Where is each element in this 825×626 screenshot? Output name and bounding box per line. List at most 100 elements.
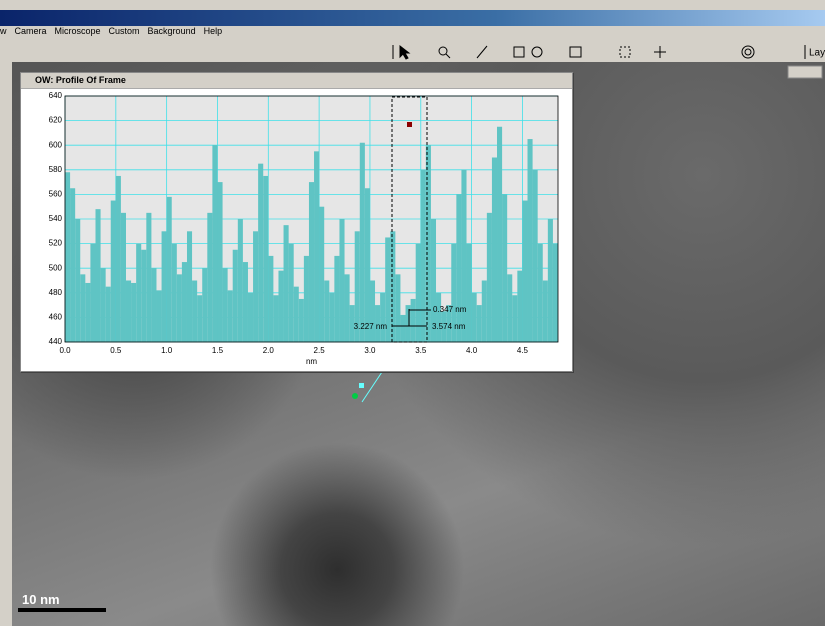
bar bbox=[85, 283, 90, 342]
bar bbox=[522, 201, 527, 342]
y-tick-label: 560 bbox=[49, 190, 63, 199]
menu-item[interactable]: w bbox=[0, 26, 7, 36]
bar bbox=[365, 188, 370, 342]
menu-item[interactable]: Help bbox=[204, 26, 223, 36]
bar bbox=[477, 305, 482, 342]
bar bbox=[258, 164, 263, 342]
bar bbox=[223, 268, 228, 342]
bar bbox=[101, 268, 106, 342]
bar bbox=[360, 143, 365, 342]
bar bbox=[238, 219, 243, 342]
bar bbox=[167, 197, 172, 342]
bar bbox=[106, 287, 111, 342]
x-tick-label: 2.5 bbox=[314, 346, 326, 355]
bar bbox=[192, 281, 197, 343]
bar bbox=[482, 281, 487, 343]
bar bbox=[512, 295, 517, 342]
y-tick-label: 540 bbox=[49, 214, 63, 223]
bar bbox=[172, 244, 177, 342]
bar bbox=[324, 281, 329, 343]
window-title: OW: Profile Of Frame bbox=[21, 73, 572, 89]
bar bbox=[492, 158, 497, 343]
menu-item[interactable]: Background bbox=[148, 26, 196, 36]
bar bbox=[273, 295, 278, 342]
bar bbox=[294, 287, 299, 342]
x-tick-label: 3.0 bbox=[364, 346, 376, 355]
toolbar-icons: Layo bbox=[0, 42, 825, 62]
bar bbox=[553, 244, 558, 342]
bar bbox=[436, 293, 441, 342]
bar bbox=[319, 207, 324, 342]
scale-bar bbox=[18, 608, 106, 612]
bar bbox=[472, 293, 477, 342]
bar bbox=[461, 170, 466, 342]
bar bbox=[284, 225, 289, 342]
menu-bar: w Camera Microscope Custom Background Help bbox=[0, 26, 825, 42]
bar bbox=[263, 176, 268, 342]
bar bbox=[177, 274, 182, 342]
bar bbox=[400, 315, 405, 342]
bar bbox=[212, 145, 217, 342]
bar bbox=[507, 274, 512, 342]
bar bbox=[233, 250, 238, 342]
annotation: 3.574 nm bbox=[432, 322, 466, 331]
bar bbox=[253, 231, 258, 342]
bar bbox=[380, 293, 385, 342]
menu-item[interactable]: Custom bbox=[109, 26, 140, 36]
y-tick-label: 500 bbox=[49, 263, 63, 272]
y-tick-label: 460 bbox=[49, 313, 63, 322]
bar bbox=[90, 244, 95, 342]
bar bbox=[456, 194, 461, 342]
menu-item[interactable]: Camera bbox=[15, 26, 47, 36]
bar bbox=[502, 194, 507, 342]
bar bbox=[517, 271, 522, 342]
bar bbox=[162, 231, 167, 342]
y-tick-label: 480 bbox=[49, 288, 63, 297]
bar bbox=[80, 274, 85, 342]
bar bbox=[289, 244, 294, 342]
y-tick-label: 600 bbox=[49, 140, 63, 149]
bar bbox=[187, 231, 192, 342]
bar bbox=[406, 305, 411, 342]
y-tick-label: 640 bbox=[49, 91, 63, 100]
bar bbox=[131, 283, 136, 342]
bar bbox=[207, 213, 212, 342]
bar bbox=[95, 209, 100, 342]
bar bbox=[156, 290, 161, 342]
bar bbox=[278, 271, 283, 342]
bar bbox=[528, 139, 533, 342]
bar bbox=[299, 299, 304, 342]
bar bbox=[70, 188, 75, 342]
bar bbox=[467, 244, 472, 342]
x-tick-label: 0.5 bbox=[110, 346, 122, 355]
bar bbox=[421, 170, 426, 342]
bar bbox=[126, 281, 131, 343]
x-axis-label: nm bbox=[306, 357, 317, 366]
bar bbox=[314, 151, 319, 342]
x-tick-label: 1.0 bbox=[161, 346, 173, 355]
bar bbox=[146, 213, 151, 342]
marker bbox=[407, 122, 412, 127]
annotation: 0.347 nm bbox=[433, 305, 467, 314]
bar bbox=[121, 213, 126, 342]
bar bbox=[395, 274, 400, 342]
bar bbox=[304, 256, 309, 342]
bar bbox=[411, 299, 416, 342]
bar bbox=[329, 293, 334, 342]
bar bbox=[548, 219, 553, 342]
bar bbox=[141, 250, 146, 342]
bar bbox=[345, 274, 350, 342]
bar bbox=[248, 293, 253, 342]
x-tick-label: 0.0 bbox=[59, 346, 71, 355]
x-tick-label: 1.5 bbox=[212, 346, 224, 355]
annotation: 3.227 nm bbox=[354, 322, 388, 331]
x-tick-label: 4.5 bbox=[517, 346, 529, 355]
bar bbox=[370, 281, 375, 343]
menu-item[interactable]: Microscope bbox=[55, 26, 101, 36]
bar bbox=[151, 268, 156, 342]
app-titlebar bbox=[0, 10, 825, 26]
y-tick-label: 520 bbox=[49, 239, 63, 248]
bar bbox=[228, 290, 233, 342]
